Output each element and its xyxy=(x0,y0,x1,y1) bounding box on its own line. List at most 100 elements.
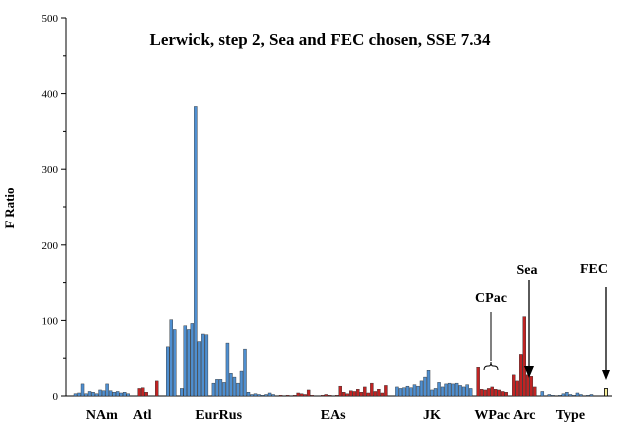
bar-jk-10 xyxy=(426,370,431,397)
bar-jk-12 xyxy=(433,388,438,397)
bar-jk-1 xyxy=(395,386,399,397)
bar-eas-4 xyxy=(292,395,297,397)
bar-eurrus-5 xyxy=(180,388,184,397)
bar-eas-5 xyxy=(296,392,300,397)
bar-eurrus-16 xyxy=(218,379,223,397)
sea-arrowhead xyxy=(524,366,534,378)
bar-eas-2 xyxy=(285,395,290,397)
bar-eurrus-3 xyxy=(173,329,177,397)
bar-jk-4 xyxy=(405,385,410,397)
bar-wpac-6 xyxy=(497,389,501,397)
bar-eas-30 xyxy=(384,385,388,397)
bar-eurrus-20 xyxy=(232,376,237,397)
bar-nam-6 xyxy=(94,393,99,397)
bar-jk-5 xyxy=(409,387,413,397)
bar-nam-15 xyxy=(126,393,130,397)
y-tick-label: 200 xyxy=(42,240,59,252)
bar-nam-7 xyxy=(98,389,102,397)
bar-atl-2 xyxy=(140,387,145,397)
bar-eurrus-15 xyxy=(215,379,219,397)
bar-eurrus-19 xyxy=(229,373,233,397)
bar-arc-2 xyxy=(519,354,523,397)
group-label-nam: NAm xyxy=(86,408,118,423)
bar-type-5 xyxy=(558,395,562,397)
bar-jk-15 xyxy=(444,383,448,397)
bar-nam-5 xyxy=(91,392,95,397)
group-label-eurrus: EurRus xyxy=(195,408,242,423)
bar-type-10 xyxy=(575,392,580,397)
bar-eas-6 xyxy=(299,393,304,397)
bar-nam-1 xyxy=(77,392,81,397)
bar-eas-16 xyxy=(335,395,339,397)
bar-eurrus-24 xyxy=(246,392,251,397)
bar-jk-14 xyxy=(440,386,445,397)
bar-eas-26 xyxy=(370,382,374,397)
bar-jk-20 xyxy=(461,386,466,397)
chart-title: Lerwick, step 2, Sea and FEC chosen, SSE… xyxy=(150,30,491,49)
bar-wpac-1 xyxy=(479,389,484,397)
bar-eurrus-1 xyxy=(166,346,170,397)
bar-eurrus-30 xyxy=(267,392,272,397)
bar-jk-13 xyxy=(437,382,441,397)
bar-nam-12 xyxy=(115,391,120,397)
bar-type-7 xyxy=(565,392,569,397)
bar-eas-12 xyxy=(321,395,325,397)
bar-nam-10 xyxy=(108,390,113,397)
bar-arc-4 xyxy=(526,374,530,397)
bar-atl-1 xyxy=(137,388,141,397)
bar-jk-11 xyxy=(430,389,434,397)
bar-wpac-4 xyxy=(490,386,494,397)
bar-nam-4 xyxy=(87,391,92,397)
bar-eurrus-27 xyxy=(257,394,261,397)
group-label-jk: JK xyxy=(423,408,441,423)
bar-jk-19 xyxy=(458,385,462,397)
bar-eurrus-31 xyxy=(271,394,275,397)
bar-eas-21 xyxy=(352,391,357,397)
bar-jk-21 xyxy=(465,384,469,397)
bar-eurrus-29 xyxy=(264,394,268,397)
group-label-eas: EAs xyxy=(321,408,346,423)
bar-eas-24 xyxy=(363,386,367,397)
bar-wpac-3 xyxy=(486,388,491,397)
bar-eas-23 xyxy=(359,392,364,397)
bar-atl-3 xyxy=(144,392,148,397)
bar-jk-3 xyxy=(402,387,406,397)
bar-eas-0 xyxy=(278,395,283,397)
bar-nam-2 xyxy=(80,383,85,397)
bar-eas-25 xyxy=(366,392,371,397)
bar-eurrus-10 xyxy=(197,341,202,397)
bar-nam-3 xyxy=(84,393,88,397)
y-axis-label: F Ratio xyxy=(2,187,17,228)
y-tick-label: 0 xyxy=(53,391,59,403)
bar-eurrus-23 xyxy=(243,348,247,397)
bar-arc-0 xyxy=(512,374,516,397)
bar-type-3 xyxy=(551,395,555,397)
bar-jk-7 xyxy=(416,385,420,397)
annotation-fec: FEC xyxy=(580,262,608,277)
annotation-sea: Sea xyxy=(517,263,538,278)
bar-eas-22 xyxy=(356,389,360,397)
bar-eurrus-8 xyxy=(190,323,195,397)
annotation-cpac: CPac xyxy=(475,291,507,306)
group-label-arc: Arc xyxy=(513,408,535,423)
bar-type-0 xyxy=(540,391,545,397)
bar-jk-17 xyxy=(451,383,455,397)
bar-jk-9 xyxy=(423,376,427,397)
bar-nam-0 xyxy=(73,393,78,397)
bar-wpac-8 xyxy=(504,392,508,397)
group-label-type: Type xyxy=(556,408,585,423)
bar-eas-7 xyxy=(303,394,307,397)
bar-eurrus-28 xyxy=(260,395,265,397)
bar-fec xyxy=(604,388,608,397)
bar-eurrus-11 xyxy=(201,333,205,397)
y-tick-label: 400 xyxy=(42,89,59,101)
bar-type-6 xyxy=(561,393,566,397)
bar-nam-11 xyxy=(112,392,116,397)
bar-eurrus-22 xyxy=(239,370,244,397)
cpac-brace xyxy=(483,361,499,371)
bar-arc-6 xyxy=(533,386,537,397)
bar-eas-28 xyxy=(377,389,381,397)
bar-wpac-7 xyxy=(501,391,505,397)
bar-type-2 xyxy=(547,394,552,397)
